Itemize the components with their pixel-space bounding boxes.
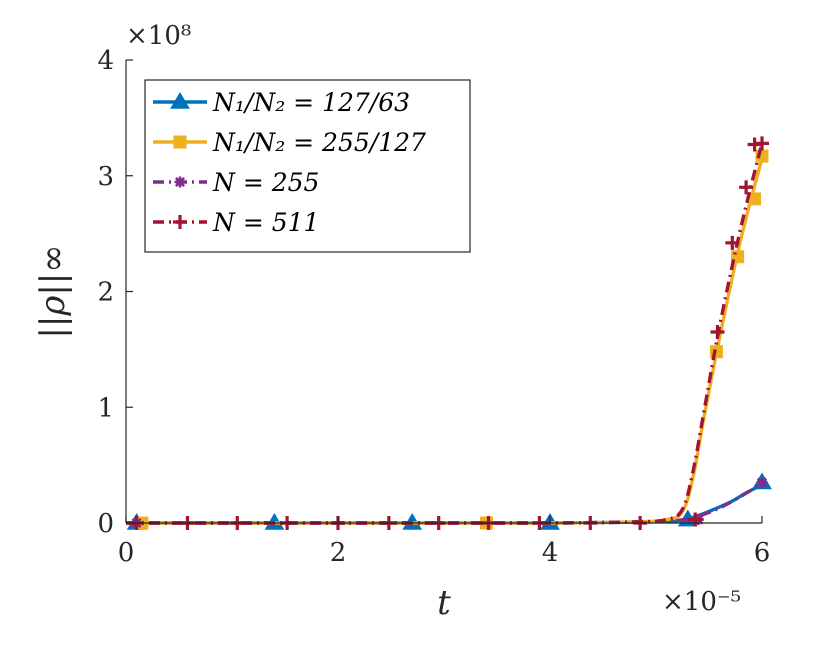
- x-tick-label: 2: [330, 538, 347, 568]
- y-axis-label: ||ρ||∞: [33, 244, 73, 338]
- plus-marker: [755, 136, 769, 151]
- legend-label: N₁/N₂ = 127/63: [212, 88, 410, 117]
- y-tick-label: 3: [97, 162, 114, 192]
- legend-label: N₁/N₂ = 255/127: [212, 128, 426, 157]
- legend-entry: N₁/N₂ = 127/63: [153, 88, 410, 117]
- triangle-marker: [170, 92, 190, 109]
- series-0: [125, 472, 772, 530]
- legend-entry: N = 255: [153, 168, 319, 197]
- x-tick-label: 4: [542, 538, 559, 568]
- series-line: [125, 483, 763, 525]
- y-tick-label: 4: [97, 46, 114, 76]
- legend-entry: N₁/N₂ = 255/127: [153, 128, 426, 157]
- y-tick-label: 0: [97, 509, 114, 539]
- legend-entry: N = 511: [153, 208, 319, 237]
- series-line: [125, 142, 764, 525]
- plus-marker: [688, 512, 703, 527]
- square-marker: [173, 135, 187, 149]
- x-exponent-label: ×10⁻⁵: [662, 587, 741, 617]
- plus-marker: [173, 215, 187, 229]
- legend-label: N = 511: [212, 208, 319, 237]
- x-tick-label: 0: [118, 538, 135, 568]
- y-tick-label: 1: [97, 393, 114, 423]
- plus-marker: [725, 235, 740, 250]
- y-exponent-label: ×10⁸: [126, 21, 191, 51]
- series-2: [125, 476, 768, 529]
- y-tick-label: 2: [97, 278, 114, 308]
- axes-layer: 0 2 4 6 0 1 2 3 4 ×10⁸ ×10⁻⁵ t ||ρ||∞: [33, 21, 770, 623]
- legend-label: N = 255: [212, 168, 319, 197]
- series-line: [125, 482, 763, 525]
- asterisk-marker: [174, 176, 186, 188]
- legend: N₁/N₂ = 127/63 N₁/N₂ = 255/127 N = 255 N = …: [144, 79, 471, 253]
- x-tick-label: 6: [754, 538, 771, 568]
- x-axis-label: t: [437, 583, 451, 623]
- asterisk-marker: [756, 476, 768, 488]
- plus-marker: [739, 180, 754, 195]
- plus-marker: [710, 325, 725, 340]
